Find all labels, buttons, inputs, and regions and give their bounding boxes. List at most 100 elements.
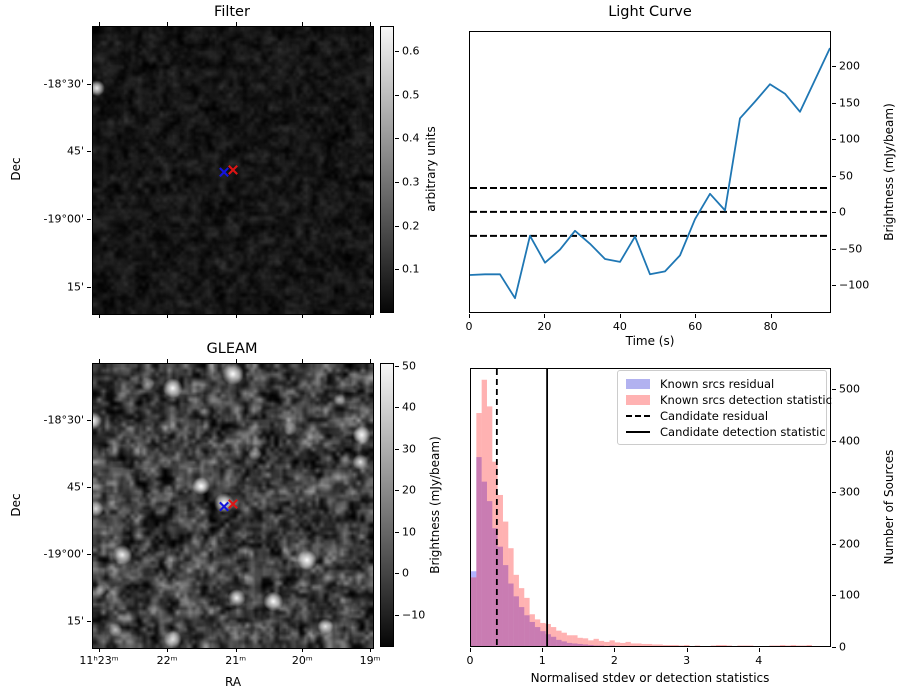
light-curve-ylabel: Brightness (mJy/beam) <box>882 103 896 241</box>
legend-label: Known srcs residual <box>660 377 775 391</box>
tick-mark <box>167 359 169 363</box>
tick-mark <box>87 286 91 288</box>
tick-mark <box>469 314 470 318</box>
filter-image-panel <box>92 26 374 315</box>
tick-mark <box>686 648 688 652</box>
ra-tick-label: 20ᵐ <box>291 654 313 667</box>
histogram-ylabel: Number of Sources <box>882 449 896 565</box>
tick-mark <box>832 139 836 141</box>
tick-mark <box>167 22 169 26</box>
colorbar-tick-label: 40 <box>402 400 416 414</box>
light-curve-line <box>469 47 831 300</box>
gleam-image-panel <box>92 363 374 649</box>
stat-tick-label: 4 <box>755 654 763 667</box>
tick-mark <box>832 389 836 391</box>
dec-tick-label: -19°00' <box>43 547 85 561</box>
tick-mark <box>395 138 399 140</box>
tick-mark <box>395 614 399 616</box>
tick-mark <box>832 285 836 287</box>
tick-mark <box>542 648 544 652</box>
tick-mark <box>99 22 100 26</box>
legend-row: Known srcs residual <box>626 376 818 392</box>
histogram-xlabel: Normalised stdev or detection statistics <box>530 671 770 685</box>
legend-swatch <box>626 395 650 405</box>
dec-tick-label: 15' <box>66 614 84 628</box>
time-tick-label: 80 <box>763 320 778 333</box>
colorbar-tick-label: 10 <box>402 525 416 539</box>
tick-mark <box>87 420 91 422</box>
time-tick-label: 0 <box>465 320 473 333</box>
tick-mark <box>619 314 621 318</box>
gleam-marker-overlay <box>219 499 238 512</box>
stat-tick-label: 1 <box>538 654 546 667</box>
tick-mark <box>370 314 372 318</box>
tick-mark <box>87 620 91 622</box>
brightness-tick-label: 0 <box>839 205 846 219</box>
ra-tick-label: 19ᵐ <box>359 654 381 667</box>
tick-mark <box>235 22 237 26</box>
gleam-dec-axis-label: Dec <box>9 493 23 517</box>
tick-mark <box>87 553 91 555</box>
time-tick-label: 60 <box>688 320 703 333</box>
tick-mark <box>167 648 169 652</box>
tick-mark <box>395 181 399 183</box>
light-curve-xlabel: Time (s) <box>625 334 675 348</box>
tick-mark <box>302 359 304 363</box>
tick-mark <box>87 83 91 85</box>
colorbar-tick-label: 0.6 <box>402 44 420 58</box>
tick-mark <box>832 543 836 545</box>
brightness-tick-label: 200 <box>839 59 860 73</box>
dec-tick-label: 45' <box>66 480 84 494</box>
time-tick-label: 20 <box>537 320 552 333</box>
sources-tick-label: 500 <box>839 382 860 396</box>
sources-tick-label: 300 <box>839 485 860 499</box>
dec-tick-label: -19°00' <box>43 212 85 226</box>
legend-label: Candidate detection statistic <box>660 425 826 439</box>
legend-label: Known srcs detection statistic <box>660 393 832 407</box>
dec-tick-label: -18°30' <box>43 77 85 91</box>
tick-mark <box>99 314 100 318</box>
time-tick-label: 40 <box>612 320 627 333</box>
sources-tick-label: 100 <box>839 588 860 602</box>
gleam-title: GLEAM <box>206 341 258 357</box>
ra-tick-label: 21ᵐ <box>225 654 247 667</box>
colorbar-tick-label: 0.1 <box>402 262 420 276</box>
filter-colorbar-label: arbitrary units <box>424 126 438 212</box>
legend-swatch <box>626 379 650 389</box>
ra-tick-label: 11ʰ23ᵐ <box>79 654 119 667</box>
tick-mark <box>832 212 836 214</box>
brightness-tick-label: 100 <box>839 132 860 146</box>
tick-mark <box>832 102 836 104</box>
tick-mark <box>395 448 399 450</box>
sources-tick-label: 0 <box>839 640 846 654</box>
filter-marker-overlay <box>219 164 238 178</box>
tick-mark <box>614 648 616 652</box>
gleam-colorbar-label: Brightness (mJy/beam) <box>428 436 442 574</box>
candidate-position-marker <box>219 501 229 512</box>
tick-mark <box>87 151 91 153</box>
tick-mark <box>395 269 399 271</box>
gleam-ra-axis-label: RA <box>224 675 242 689</box>
brightness-tick-label: −50 <box>839 242 863 256</box>
tick-mark <box>395 573 399 575</box>
tick-mark <box>832 175 836 177</box>
gleam-sky-image <box>93 364 373 648</box>
tick-mark <box>167 314 169 318</box>
histogram-legend: Known srcs residual Known srcs detection … <box>617 370 832 445</box>
brightness-tick-label: 50 <box>839 169 853 183</box>
tick-mark <box>370 648 372 652</box>
stat-tick-label: 3 <box>683 654 691 667</box>
dec-tick-label: 45' <box>66 144 84 158</box>
tick-mark <box>470 648 471 652</box>
brightness-tick-label: −100 <box>839 278 870 292</box>
tick-mark <box>235 314 237 318</box>
tick-mark <box>832 595 836 597</box>
tick-mark <box>395 365 399 367</box>
light-curve-panel <box>469 31 831 313</box>
brightness-tick-label: 150 <box>839 96 860 110</box>
filter-title: Filter <box>214 4 250 20</box>
ra-tick-label: 22ᵐ <box>156 654 178 667</box>
colorbar-tick-label: 0.5 <box>402 88 420 102</box>
known-source-marker <box>228 164 238 175</box>
